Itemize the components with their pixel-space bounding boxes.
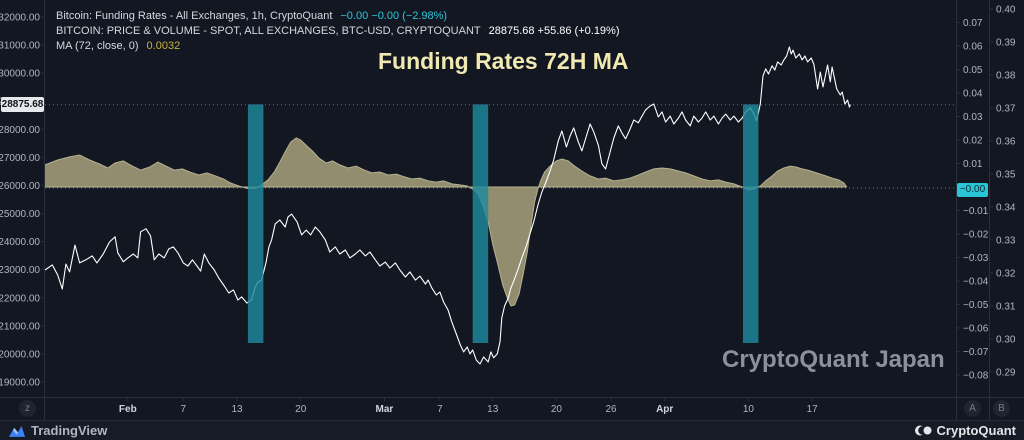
watermark: CryptoQuant Japan: [722, 346, 945, 373]
svg-text:26: 26: [605, 404, 617, 415]
svg-text:−0.08: −0.08: [963, 370, 989, 381]
svg-text:0.40: 0.40: [996, 4, 1016, 15]
cryptoquant-logo-icon: [914, 425, 932, 436]
svg-text:−0.07: −0.07: [963, 347, 989, 358]
funding-axis[interactable]: 0.07 0.06 0.05 0.04 0.03 0.02 0.01 −0.01 −0.02 −0…: [957, 18, 989, 381]
svg-text:0.32: 0.32: [996, 268, 1016, 279]
svg-text:0.03: 0.03: [963, 112, 983, 123]
footer-bar: TradingView CryptoQuant: [0, 420, 1024, 440]
svg-text:20: 20: [551, 404, 563, 415]
svg-text:30000.00: 30000.00: [0, 69, 40, 80]
svg-text:0.01: 0.01: [963, 159, 983, 170]
legend-price-label: BITCOIN: PRICE & VOLUME - SPOT, ALL EXCH…: [56, 25, 481, 37]
svg-text:0.05: 0.05: [963, 65, 983, 76]
tradingview-brand[interactable]: TradingView: [8, 423, 107, 438]
svg-text:−0.03: −0.03: [963, 253, 989, 264]
svg-text:19000.00: 19000.00: [0, 377, 40, 388]
svg-text:Mar: Mar: [376, 404, 394, 415]
svg-text:10: 10: [743, 404, 755, 415]
svg-text:0.29: 0.29: [996, 367, 1016, 378]
svg-text:13: 13: [487, 404, 499, 415]
svg-text:−0.04: −0.04: [963, 276, 989, 287]
legend-funding-values: −0.00 −0.00 (−2.98%): [340, 10, 448, 22]
svg-text:0.38: 0.38: [996, 70, 1016, 81]
svg-text:0.36: 0.36: [996, 136, 1016, 147]
svg-text:26000.00: 26000.00: [0, 181, 40, 192]
legend: Bitcoin: Funding Rates - All Exchanges, …: [56, 10, 620, 52]
svg-text:31000.00: 31000.00: [0, 41, 40, 52]
axis-frame: [0, 0, 1024, 420]
svg-text:0.06: 0.06: [963, 42, 983, 53]
axis-a-button[interactable]: A: [964, 400, 981, 417]
cryptoquant-label: CryptoQuant: [936, 423, 1016, 438]
svg-text:0.33: 0.33: [996, 235, 1016, 246]
svg-text:0.31: 0.31: [996, 301, 1016, 312]
svg-text:7: 7: [181, 404, 187, 415]
svg-text:0.02: 0.02: [963, 136, 983, 147]
legend-ma-label: MA (72, close, 0): [56, 40, 139, 52]
legend-price-values: 28875.68 +55.86 (+0.19%): [488, 25, 620, 37]
legend-row-ma[interactable]: MA (72, close, 0) 0.0032: [56, 40, 620, 52]
svg-text:0.04: 0.04: [963, 89, 983, 100]
svg-text:0.34: 0.34: [996, 202, 1016, 213]
price-axis[interactable]: 32000.0031000.0030000.0029000.0028000.00…: [0, 12, 44, 388]
svg-text:22000.00: 22000.00: [0, 293, 40, 304]
svg-text:28000.00: 28000.00: [0, 125, 40, 136]
legend-funding-label: Bitcoin: Funding Rates - All Exchanges, …: [56, 10, 333, 22]
svg-text:−0.02: −0.02: [963, 229, 989, 240]
svg-text:−0.05: −0.05: [963, 300, 989, 311]
legend-row-price[interactable]: BITCOIN: PRICE & VOLUME - SPOT, ALL EXCH…: [56, 25, 620, 37]
svg-text:0.30: 0.30: [996, 334, 1016, 345]
svg-text:20: 20: [295, 404, 307, 415]
svg-text:−0.06: −0.06: [963, 323, 989, 334]
tradingview-label: TradingView: [31, 423, 108, 438]
svg-text:0.35: 0.35: [996, 169, 1016, 180]
svg-text:17: 17: [807, 404, 819, 415]
svg-text:25000.00: 25000.00: [0, 209, 40, 220]
svg-text:Apr: Apr: [656, 404, 673, 415]
last-price-axis-label: 28875.68: [1, 97, 44, 112]
tradingview-logo-icon: [8, 425, 26, 437]
price-line-series: [44, 46, 851, 365]
timezone-button[interactable]: z: [19, 400, 36, 417]
svg-text:Feb: Feb: [119, 404, 137, 415]
chart-canvas[interactable]: 32000.0031000.0030000.0029000.0028000.00…: [0, 0, 1024, 420]
svg-text:13: 13: [231, 404, 243, 415]
svg-text:0.39: 0.39: [996, 37, 1016, 48]
cryptoquant-brand[interactable]: CryptoQuant: [914, 423, 1016, 438]
svg-text:−0.01: −0.01: [963, 206, 989, 217]
last-funding-axis-label: −0.00: [957, 183, 988, 197]
svg-text:0.37: 0.37: [996, 103, 1016, 114]
time-axis[interactable]: Feb 7 13 20 Mar 7 13 20 26 Apr 10 17: [119, 398, 818, 415]
svg-text:7: 7: [437, 404, 443, 415]
svg-text:21000.00: 21000.00: [0, 321, 40, 332]
secondary-axis[interactable]: 0.40 0.39 0.38 0.37 0.36 0.35 0.34 0.33 0.32 0.31…: [990, 4, 1016, 378]
funding-area-series: [44, 137, 848, 307]
axis-b-button[interactable]: B: [993, 400, 1010, 417]
svg-text:23000.00: 23000.00: [0, 265, 40, 276]
svg-text:0.07: 0.07: [963, 18, 983, 29]
legend-row-funding[interactable]: Bitcoin: Funding Rates - All Exchanges, …: [56, 10, 620, 22]
highlight-bands: [247, 104, 759, 344]
legend-ma-value: 0.0032: [146, 40, 181, 52]
svg-text:27000.00: 27000.00: [0, 153, 40, 164]
svg-text:20000.00: 20000.00: [0, 349, 40, 360]
svg-text:24000.00: 24000.00: [0, 237, 40, 248]
svg-text:32000.00: 32000.00: [0, 12, 40, 23]
chart-title: Funding Rates 72H MA: [378, 48, 629, 74]
